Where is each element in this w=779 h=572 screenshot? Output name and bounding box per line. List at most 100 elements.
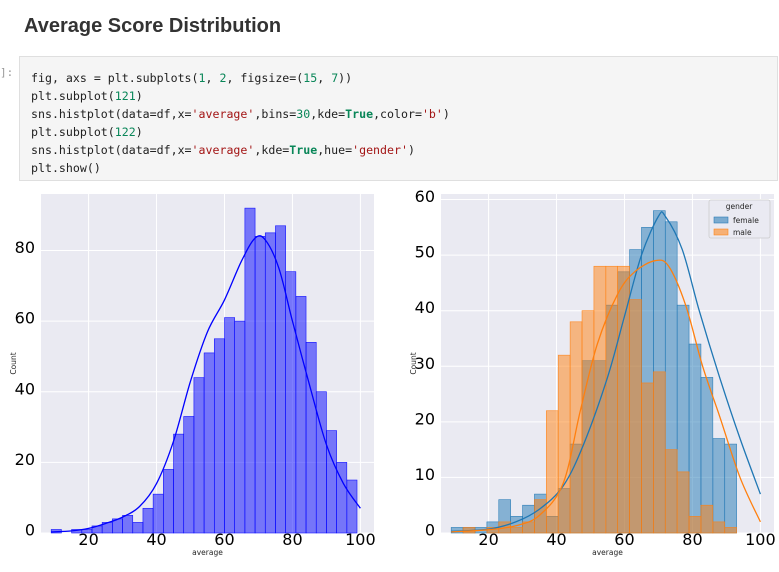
histogram-bar [653,371,666,534]
code-token: 2 [219,71,227,85]
histogram-bar [213,338,225,534]
y-tick-label: 0 [25,521,35,540]
histogram-bar [234,320,246,534]
legend-title: gender [726,202,754,211]
x-tick-label: 60 [614,530,634,549]
y-axis-label: Count [9,352,18,374]
code-token: True [345,107,374,121]
histogram-bar [163,469,174,534]
left-axes: 20 40 60 80 100 0 20 40 60 80 average Count [9,194,376,557]
legend-label: female [733,216,759,225]
code-line: fig, axs = plt.subplots(1, 2, figsize=(1… [31,71,352,85]
y-tick-label: 0 [425,521,435,540]
x-tick-label: 100 [745,530,776,549]
histogram-bar [132,522,144,534]
histogram-bar [224,317,235,534]
histogram-bar [724,443,737,534]
y-axis-label: Count [409,352,418,374]
x-tick-label: 20 [478,530,498,549]
code-line: sns.histplot(data=df,x='average',bins=30… [31,107,450,121]
code-token: , figsize=( [226,71,304,85]
y-tick-label: 40 [15,379,35,398]
histogram-bar [510,527,523,534]
x-tick-label: 20 [78,530,98,549]
y-tick-label: 20 [415,409,435,428]
x-tick-label: 40 [546,530,566,549]
code-token: ,kde= [254,143,290,157]
code-token: 1 [198,71,206,85]
histogram-bar [688,343,702,534]
y-tick-label: 30 [415,354,435,373]
code-line: plt.show() [31,161,101,175]
x-tick-label: 80 [282,530,302,549]
x-tick-label: 60 [214,530,234,549]
kde-line [451,259,761,533]
code-token: 7 [331,71,339,85]
histogram-bar [326,430,337,534]
code-token: 'gender' [352,143,408,157]
code-token: )) [338,71,353,85]
histogram-bar [203,352,215,534]
code-token: ,hue= [317,143,353,157]
legend-label: male [733,228,752,237]
histogram-bar [629,299,642,534]
cell-prompt: ]: [0,66,14,79]
x-tick-label: 100 [345,530,376,549]
code-token: plt.subplot( [31,89,115,103]
y-tick-label: 80 [15,238,35,257]
code-token: plt.subplot( [31,125,115,139]
histogram-bar [305,342,317,534]
code-token: plt.show() [31,161,101,175]
histogram-bar [183,416,195,534]
code-token: 122 [114,125,136,139]
histogram-bar [173,433,185,534]
y-tick-label: 20 [15,450,35,469]
code-editor[interactable]: fig, axs = plt.subplots(1, 2, figsize=(1… [31,69,450,177]
y-tick-label: 60 [415,187,435,206]
histogram-bar [244,207,256,534]
legend-swatch [713,228,729,236]
histogram-bar [676,471,690,534]
legend-box [708,199,771,239]
x-axis-label: average [192,548,223,557]
code-token: 'average' [191,143,255,157]
code-token: ,kde= [310,107,346,121]
code-cell[interactable]: fig, axs = plt.subplots(1, 2, figsize=(1… [19,56,778,181]
code-token: ,color= [373,107,422,121]
y-tick-label: 40 [415,298,435,317]
code-token: 15 [303,71,318,85]
code-token: True [289,143,318,157]
histogram-bar [641,382,654,534]
histogram-bar [122,515,134,534]
histogram-bar [712,521,726,534]
code-token: 'b' [421,107,443,121]
histogram-bar [152,493,164,534]
histogram-bar [295,296,307,534]
y-tick-label: 50 [415,243,435,262]
code-token: ) [135,125,143,139]
code-line: plt.subplot(121) [31,89,143,103]
histogram-bar [664,449,678,534]
histogram-bar [193,377,205,534]
code-token: ,bins= [254,107,297,121]
histogram-bar [712,438,726,534]
histogram-bar [254,236,266,534]
code-token: 121 [114,89,136,103]
y-tick-label: 60 [15,309,35,328]
histogram-bar [346,479,358,534]
section-heading: Average Score Distribution [24,15,282,37]
histogram-bar [557,354,571,534]
y-tick-label: 10 [415,465,435,484]
code-token: ) [407,143,415,157]
code-token: 30 [296,107,311,121]
histogram-bar [724,527,737,534]
legend-swatch [713,216,729,224]
x-tick-label: 40 [146,530,166,549]
code-token: fig, axs = plt.subplots( [31,71,199,85]
code-token: ) [442,107,450,121]
histogram-bar [546,410,559,534]
histogram-bar [285,271,297,534]
code-token: 'average' [191,107,255,121]
x-axis-label: average [592,548,623,557]
